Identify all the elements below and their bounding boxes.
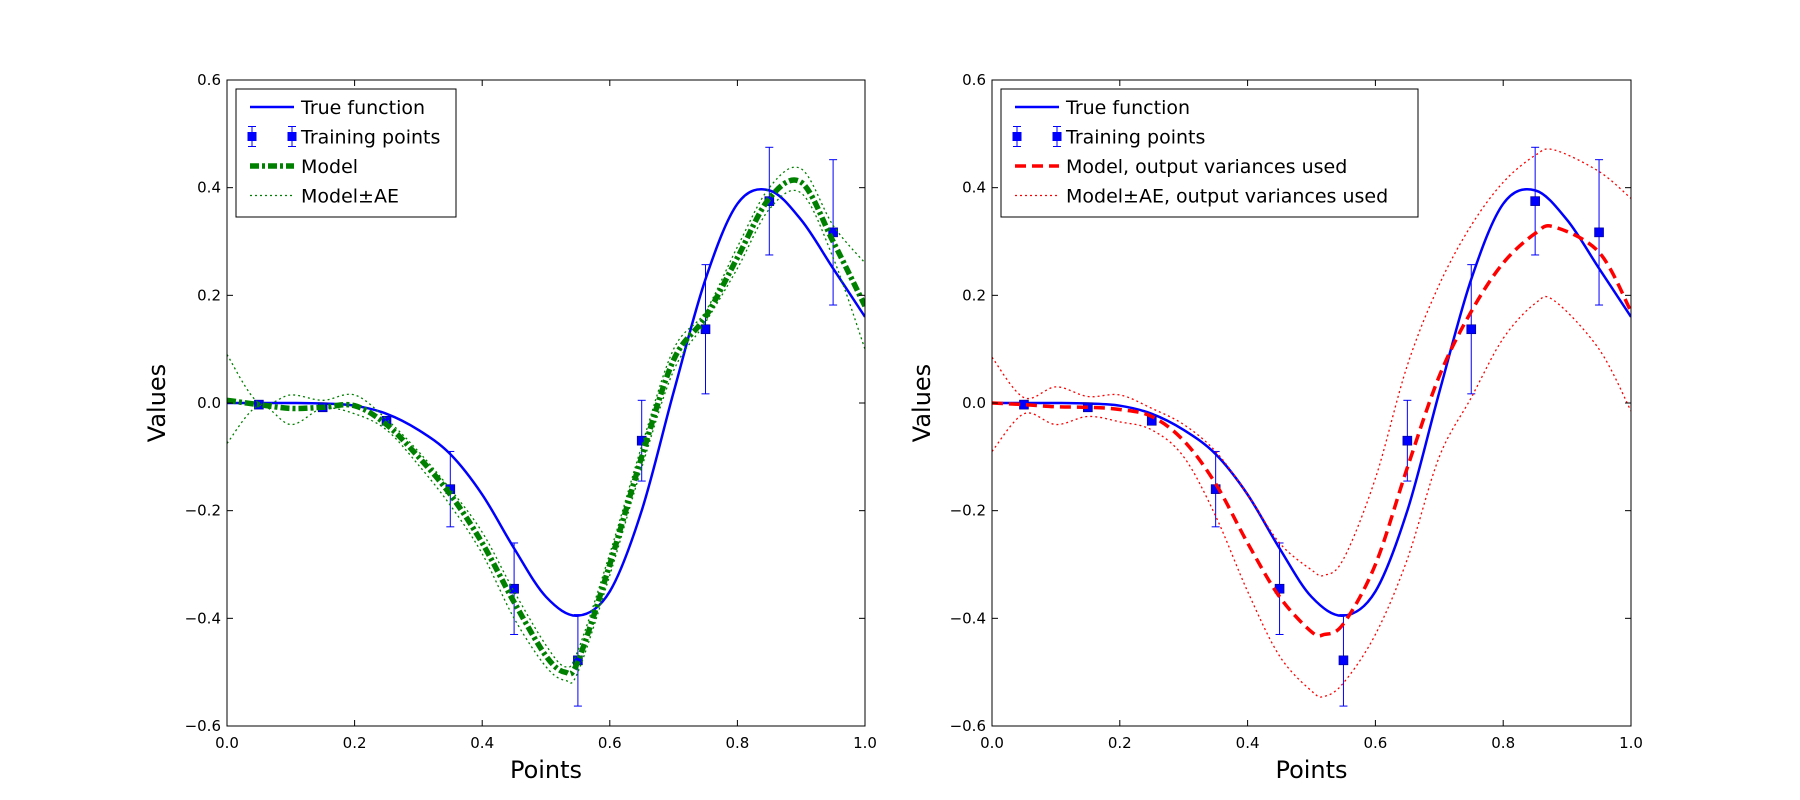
y-tick-label: −0.4 bbox=[950, 609, 986, 627]
x-tick-label: 1.0 bbox=[1619, 734, 1643, 752]
x-tick-label: 0.6 bbox=[1363, 734, 1387, 752]
legend-label: Training points bbox=[1065, 127, 1205, 149]
chart-left: 0.0 0.2 0.4 0.6 0.8 1.0 −0.6 −0.4 −0.2 0.0 0.2 0.4 0… bbox=[143, 71, 877, 784]
data-point bbox=[700, 324, 711, 335]
chart-right: 0.0 0.2 0.4 0.6 0.8 1.0 −0.6 −0.4 −0.2 0.0 0.2 0.4 0… bbox=[908, 71, 1643, 784]
legend-marker bbox=[247, 132, 257, 141]
data-point bbox=[1338, 655, 1349, 666]
y-tick-label: −0.6 bbox=[185, 717, 221, 735]
series-0-true-function bbox=[992, 187, 1631, 617]
y-tick-label: 0.2 bbox=[962, 286, 986, 304]
legend-label: True function bbox=[300, 97, 425, 119]
plot-series bbox=[992, 146, 1631, 707]
x-axis-label: Points bbox=[510, 756, 582, 784]
x-tick-label: 0.8 bbox=[1491, 734, 1515, 752]
y-tick-label: −0.6 bbox=[950, 717, 986, 735]
plot-series bbox=[227, 146, 865, 707]
x-tick-label: 0.4 bbox=[1236, 734, 1260, 752]
series-4-model-ae-lower bbox=[992, 295, 1631, 698]
x-tick-label: 0.8 bbox=[725, 734, 749, 752]
legend-box bbox=[235, 88, 457, 218]
x-tick-label: 0.0 bbox=[215, 734, 239, 752]
x-tick-label: 0.0 bbox=[980, 734, 1004, 752]
data-point bbox=[1402, 435, 1413, 446]
series-3-model-ae-upper bbox=[227, 166, 865, 668]
series-2-model-output-variances-used bbox=[992, 224, 1631, 638]
data-point bbox=[1594, 227, 1604, 238]
legend-marker bbox=[1052, 132, 1062, 141]
data-point bbox=[1466, 324, 1477, 335]
y-tick-label: 0.4 bbox=[962, 179, 986, 197]
y-tick-label: −0.4 bbox=[185, 609, 221, 627]
y-tick-label: 0.0 bbox=[197, 394, 221, 412]
y-tick-label: 0.4 bbox=[197, 179, 221, 197]
legend: True function Training points Model Model±A… bbox=[235, 88, 457, 218]
legend-marker bbox=[287, 132, 297, 141]
legend-label: Model, output variances used bbox=[1066, 156, 1347, 178]
x-tick-label: 1.0 bbox=[853, 734, 877, 752]
series-4-model-ae-lower bbox=[227, 189, 865, 684]
y-tick-label: 0.0 bbox=[962, 394, 986, 412]
y-tick-label: 0.2 bbox=[197, 286, 221, 304]
y-tick-label: 0.6 bbox=[197, 71, 221, 89]
data-point bbox=[1530, 196, 1540, 206]
legend-label: Model bbox=[301, 156, 358, 178]
y-tick-label: −0.2 bbox=[185, 502, 221, 520]
y-axis-label: Values bbox=[908, 364, 936, 442]
legend-label: Model±AE bbox=[301, 186, 399, 208]
series-2-model bbox=[227, 177, 865, 677]
y-tick-label: 0.6 bbox=[962, 71, 986, 89]
legend-label: Model±AE, output variances used bbox=[1066, 186, 1388, 208]
x-axis-label: Points bbox=[1275, 756, 1347, 784]
legend-label: True function bbox=[1065, 97, 1190, 119]
legend-marker bbox=[1012, 132, 1022, 141]
legend: True function Training points Model, outpu… bbox=[1000, 88, 1419, 218]
legend-box bbox=[1000, 88, 1419, 218]
y-axis-label: Values bbox=[143, 364, 171, 442]
legend-label: Training points bbox=[300, 127, 440, 149]
x-tick-label: 0.6 bbox=[598, 734, 622, 752]
x-tick-label: 0.2 bbox=[1108, 734, 1132, 752]
data-point bbox=[509, 583, 519, 594]
y-tick-label: −0.2 bbox=[950, 502, 986, 520]
series-3-model-ae-upper bbox=[992, 148, 1631, 577]
x-tick-label: 0.4 bbox=[470, 734, 494, 752]
x-tick-label: 0.2 bbox=[343, 734, 367, 752]
